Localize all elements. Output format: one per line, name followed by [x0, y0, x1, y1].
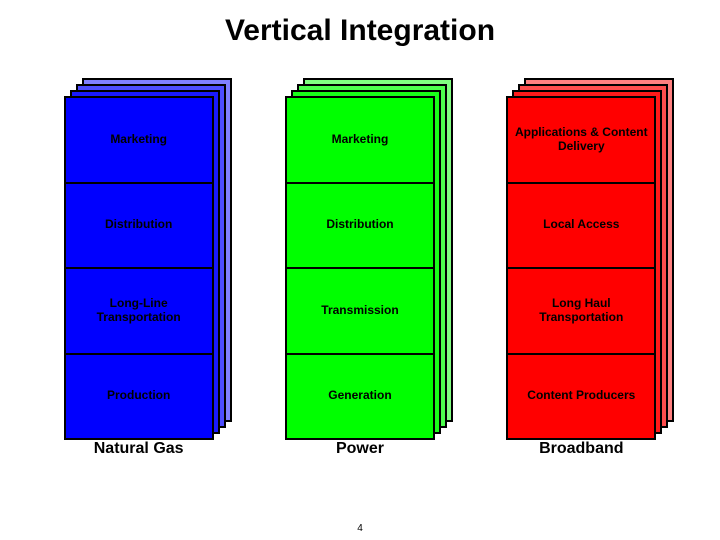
stack-power: MarketingDistributionTransmissionGenerat…: [285, 78, 435, 410]
column-label: Power: [336, 440, 384, 458]
page-number: 4: [357, 523, 363, 534]
stack-cell: Long-Line Transportation: [66, 267, 212, 353]
stack-cell: Marketing: [66, 98, 212, 182]
column-broadband: Applications & Content DeliveryLocal Acc…: [496, 78, 666, 458]
stack-front: Applications & Content DeliveryLocal Acc…: [506, 96, 656, 440]
stack-cell: Distribution: [66, 182, 212, 268]
stack-cell: Transmission: [287, 267, 433, 353]
slide-title: Vertical Integration: [0, 14, 720, 48]
stack-natural-gas: MarketingDistributionLong-Line Transport…: [64, 78, 214, 410]
stack-cell: Long Haul Transportation: [508, 267, 654, 353]
stack-cell: Generation: [287, 353, 433, 439]
stack-cell: Applications & Content Delivery: [508, 98, 654, 182]
stack-front: MarketingDistributionTransmissionGenerat…: [285, 96, 435, 440]
column-label: Broadband: [539, 440, 623, 458]
column-natural-gas: MarketingDistributionLong-Line Transport…: [54, 78, 224, 458]
stacks-container: MarketingDistributionLong-Line Transport…: [0, 78, 720, 458]
stack-front: MarketingDistributionLong-Line Transport…: [64, 96, 214, 440]
stack-cell: Production: [66, 353, 212, 439]
slide: Vertical Integration MarketingDistributi…: [0, 0, 720, 540]
stack-cell: Local Access: [508, 182, 654, 268]
stack-cell: Distribution: [287, 182, 433, 268]
stack-broadband: Applications & Content DeliveryLocal Acc…: [506, 78, 656, 410]
column-power: MarketingDistributionTransmissionGenerat…: [275, 78, 445, 458]
stack-cell: Content Producers: [508, 353, 654, 439]
column-label: Natural Gas: [94, 440, 184, 458]
stack-cell: Marketing: [287, 98, 433, 182]
